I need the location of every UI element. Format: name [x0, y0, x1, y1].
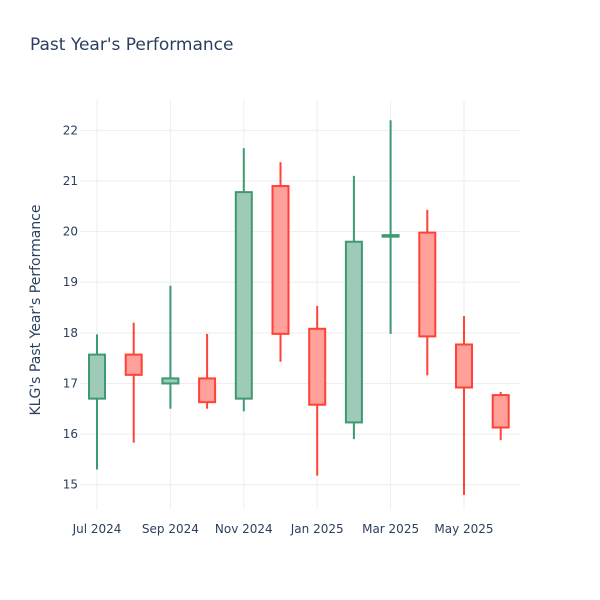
- axis-ticks: 15 16 17 18 19 20 21 22 Jul 2024 Sep 2024 Nov 2024…: [63, 123, 494, 536]
- gridlines: [80, 100, 520, 510]
- x-tick-label: Jul 2024: [72, 522, 122, 536]
- candle-body: [88, 353, 106, 400]
- candle-decreasing: [198, 333, 217, 409]
- candle-body: [124, 353, 143, 376]
- candle-body: [198, 377, 217, 404]
- y-axis-label: KLG's Past Year's Performance: [28, 205, 44, 416]
- y-tick-label: 22: [63, 123, 78, 137]
- x-tick-label: Jan 2025: [290, 522, 344, 536]
- candle-decreasing: [308, 306, 327, 476]
- x-tick-label: May 2025: [434, 522, 493, 536]
- y-tick-label: 20: [63, 225, 78, 239]
- candle-decreasing: [124, 322, 143, 443]
- candle-increasing: [381, 120, 400, 334]
- y-tick-label: 19: [63, 275, 78, 289]
- candle-increasing: [88, 334, 106, 470]
- x-tick-label: Nov 2024: [215, 522, 273, 536]
- candle-decreasing: [418, 209, 437, 376]
- candle-decreasing: [455, 316, 473, 495]
- candle-decreasing: [271, 162, 290, 362]
- candle-body: [381, 234, 400, 238]
- candles: [88, 120, 510, 495]
- candle-decreasing: [491, 392, 510, 441]
- x-tick-label: Mar 2025: [362, 522, 419, 536]
- candle-body: [271, 185, 290, 335]
- y-tick-label: 15: [63, 478, 78, 492]
- candle-body: [344, 240, 363, 424]
- candle-body: [161, 377, 180, 385]
- y-tick-label: 16: [63, 427, 78, 441]
- chart-title: Past Year's Performance: [30, 35, 234, 55]
- candle-body: [418, 231, 437, 338]
- y-tick-label: 17: [63, 376, 78, 390]
- candle-body: [455, 343, 473, 389]
- candle-body: [308, 327, 327, 406]
- candle-increasing: [344, 175, 363, 440]
- candle-body: [491, 394, 510, 429]
- candle-body: [234, 191, 253, 400]
- x-tick-label: Sep 2024: [142, 522, 199, 536]
- y-tick-label: 21: [63, 174, 78, 188]
- y-tick-label: 18: [63, 326, 78, 340]
- candle-increasing: [234, 148, 253, 412]
- candle-increasing: [161, 285, 180, 409]
